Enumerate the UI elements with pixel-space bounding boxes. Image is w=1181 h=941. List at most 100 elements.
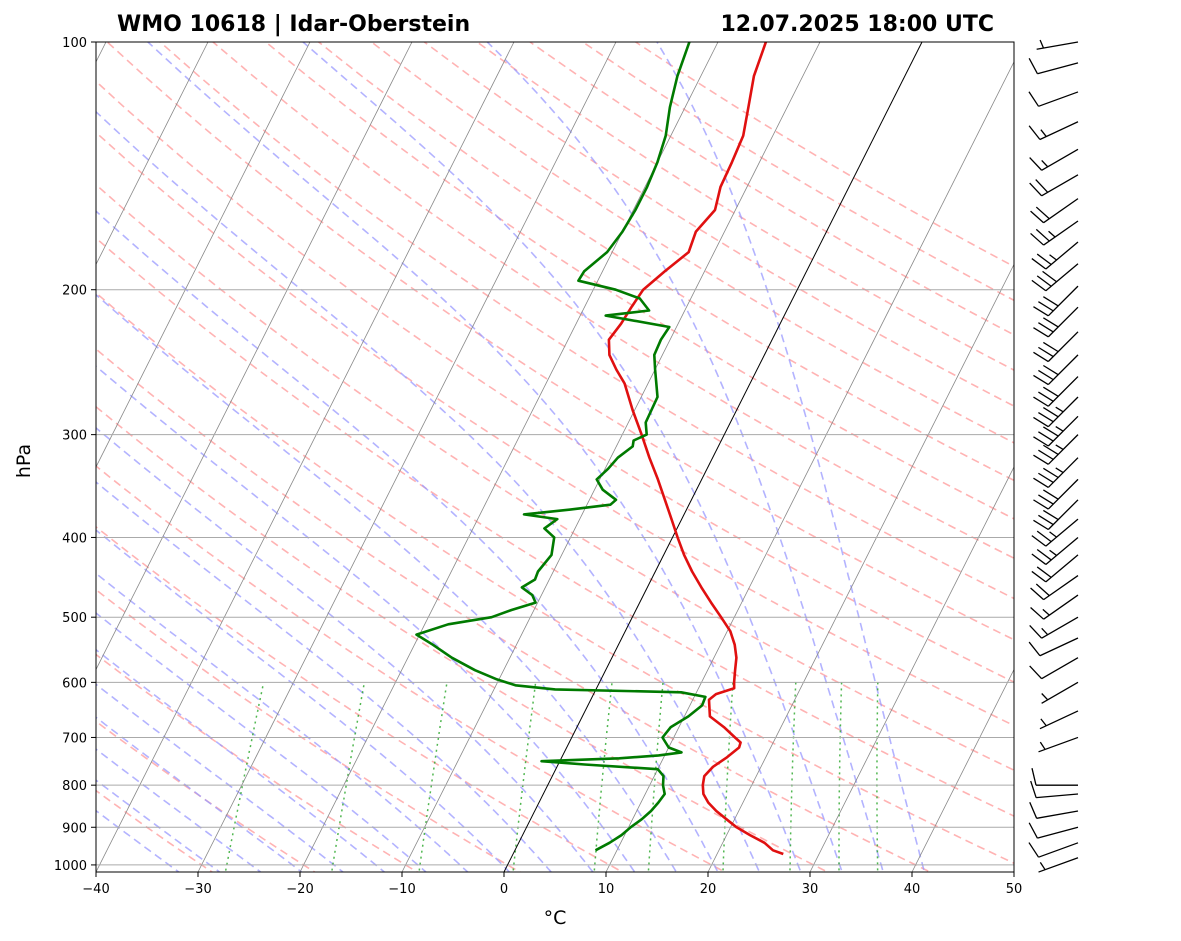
moist-adiabats: [96, 42, 926, 872]
wind-barb-flag: [1043, 341, 1059, 353]
x-tick-label: 20: [700, 882, 717, 897]
wind-barb-half-flag: [1039, 39, 1045, 49]
wind-barb-flag: [1033, 454, 1049, 465]
mixing-ratio-line: [838, 682, 843, 872]
moist-adiabat-line: [96, 612, 428, 872]
dry-adiabat-line: [96, 80, 1014, 684]
wind-barb-shaft: [1043, 198, 1079, 224]
wind-barb: [1029, 616, 1079, 639]
x-tick-label: 40: [904, 882, 921, 897]
moist-adiabat-line: [486, 42, 885, 872]
mixing-ratio-lines: [224, 682, 879, 872]
dry-adiabat-line: [96, 183, 1014, 772]
wind-barb-flag: [1035, 206, 1050, 220]
dry-adiabat-line: [423, 42, 1014, 407]
isotherm-line: [707, 263, 1014, 872]
wind-barb-flag: [1028, 91, 1040, 107]
wind-barb-flag: [1043, 489, 1059, 500]
wind-barb-shaft: [1043, 220, 1079, 246]
wind-barb-half-flag: [1041, 693, 1049, 701]
wind-barb-flag: [1038, 391, 1054, 402]
isotherm-line: [401, 42, 821, 872]
wind-barb: [1028, 637, 1079, 657]
wind-barb-flag: [1033, 519, 1049, 531]
dry-adiabat-line: [96, 237, 1014, 817]
wind-barb-flag: [1036, 566, 1052, 578]
wind-barb-shaft: [1041, 657, 1079, 680]
wind-barb-flag: [1031, 570, 1047, 583]
wind-barbs: [1028, 39, 1079, 873]
isotherm-line: [299, 42, 719, 872]
wind-barb-flag: [1038, 322, 1054, 333]
wind-barb-shaft: [1038, 842, 1079, 858]
wind-barb-shaft: [1047, 306, 1079, 338]
wind-barb-half-flag: [1040, 129, 1047, 137]
x-axis-label: °C: [544, 907, 567, 929]
dry-adiabat-line: [96, 291, 1014, 865]
moist-adiabat-line: [96, 648, 386, 872]
wind-barb-shaft: [1036, 810, 1079, 819]
moist-adiabat-line: [656, 42, 926, 872]
mixing-ratio-line: [876, 682, 879, 872]
wind-barb-flag: [1035, 179, 1049, 193]
wind-barb-flag: [1031, 535, 1047, 547]
y-tick-label: 700: [62, 731, 87, 746]
isotherm-line: [1013, 871, 1014, 872]
wind-barb: [1028, 842, 1079, 858]
wind-barb: [1028, 121, 1079, 141]
y-tick-label: 300: [62, 429, 87, 444]
wind-barb-half-flag: [1040, 718, 1047, 727]
moist-adiabat-line: [96, 365, 636, 872]
wind-barb-flag: [1038, 431, 1054, 442]
wind-barb: [1031, 536, 1079, 565]
wind-barb: [1033, 331, 1079, 363]
wind-barb: [1031, 554, 1079, 583]
wind-barb: [1031, 768, 1078, 786]
wind-barb-flag: [1038, 369, 1054, 381]
wind-barb: [1029, 174, 1079, 197]
wind-barb-flag: [1030, 210, 1045, 224]
wind-barb-flag: [1038, 346, 1054, 358]
wind-barb-shaft: [1041, 148, 1079, 171]
wind-barb-flag: [1030, 607, 1045, 620]
isotherm-line: [96, 42, 413, 671]
wind-barb: [1041, 681, 1079, 704]
wind-barb-flag: [1035, 583, 1050, 597]
wind-barb-flag: [1038, 449, 1054, 460]
wind-barb-shaft: [1039, 637, 1079, 657]
isotherms: [96, 42, 1014, 872]
wind-barb-shaft: [1039, 710, 1079, 730]
wind-barb-flag: [1038, 514, 1054, 526]
moist-adiabat-line: [96, 293, 678, 872]
wind-barb: [1028, 822, 1079, 839]
wind-barb-flag: [1033, 477, 1049, 488]
isobars: [96, 42, 1014, 866]
wind-barb: [1029, 802, 1079, 819]
zero-isotherm: [503, 42, 923, 872]
wind-barb-half-flag: [1049, 531, 1057, 538]
wind-barb-flag: [1028, 125, 1041, 140]
wind-barb: [1030, 780, 1079, 799]
y-tick-label: 500: [62, 611, 87, 626]
wind-barb-flag: [1033, 499, 1049, 510]
wind-barb: [1033, 285, 1079, 317]
wind-barb: [1029, 657, 1079, 680]
dewpoint-profile-line: [415, 42, 707, 852]
wind-barb: [1028, 91, 1079, 107]
y-tick-label: 600: [62, 676, 87, 691]
y-tick-label: 900: [62, 821, 87, 836]
y-axis-label: hPa: [13, 444, 35, 478]
wind-barb-flag: [1029, 157, 1043, 171]
wind-barb-shaft: [1037, 826, 1079, 839]
wind-barb-half-flag: [1055, 467, 1064, 474]
wind-barb-flag: [1038, 411, 1054, 423]
moist-adiabat-line: [96, 210, 719, 872]
wind-barb-flag: [1035, 228, 1050, 242]
x-tick-label: −30: [184, 882, 211, 897]
wind-barb-half-flag: [1049, 549, 1057, 556]
wind-barb-flag: [1031, 279, 1047, 292]
wind-barb-half-flag: [1041, 627, 1049, 636]
wind-barb-flag: [1031, 553, 1047, 565]
wind-barb-flag: [1038, 494, 1054, 505]
wind-barb: [1028, 58, 1079, 75]
